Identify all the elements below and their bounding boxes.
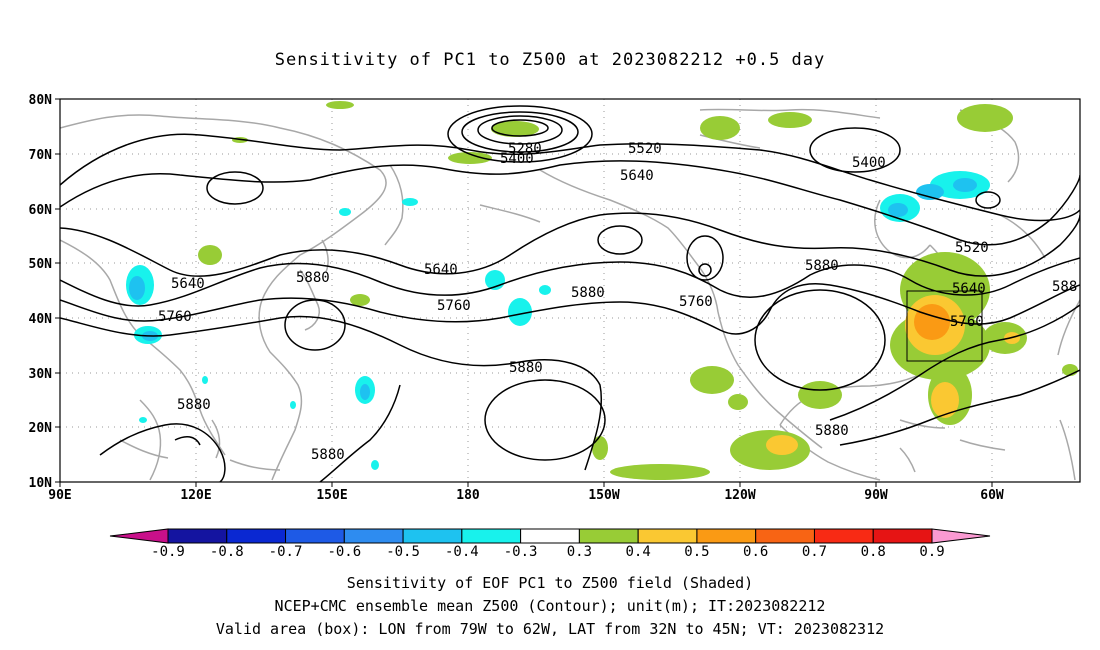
contour-label: 5400 (852, 155, 886, 171)
colorbar-swatch (813, 528, 874, 544)
shading-positive-high (914, 304, 950, 340)
colorbar-label: -0.3 (504, 544, 538, 560)
plot-title: Sensitivity of PC1 to Z500 at 2023082212… (274, 50, 826, 70)
colorbar-swatch (461, 528, 522, 544)
contour-label: 5520 (955, 240, 989, 256)
contour-label: 588 (1052, 279, 1077, 295)
contour-label: 5640 (424, 262, 458, 278)
colorbar-swatch (226, 528, 287, 544)
colorbar-swatch (872, 528, 933, 544)
colorbar-label: 0.5 (684, 544, 709, 560)
valid-area-box (906, 290, 983, 362)
lon-label: 90E (48, 488, 71, 503)
lon-label: 120W (724, 488, 755, 503)
shading-negative-mid (129, 178, 977, 400)
lon-label: 120E (180, 488, 211, 503)
lat-label: 10N (29, 476, 53, 491)
colorbar-swatch (167, 528, 228, 544)
colorbar-swatch (755, 528, 815, 544)
caption-shading: Sensitivity of EOF PC1 to Z500 field (Sh… (346, 574, 754, 592)
colorbar-extend-high (931, 528, 991, 544)
lat-label: 30N (29, 367, 53, 382)
contour-label: 5880 (509, 360, 543, 376)
contour-label: 5880 (805, 258, 839, 274)
longitude-labels: 90E 120E 150E 180 150W 120W 90W 60W (48, 488, 1004, 503)
z500-contours (60, 105, 1080, 482)
contour-label: 5880 (177, 397, 211, 413)
colorbar-swatch (520, 528, 580, 544)
contour-label: 5640 (171, 276, 205, 292)
map-border (59, 98, 1081, 483)
lon-label: 150W (588, 488, 619, 503)
contour-label: 5760 (158, 309, 192, 325)
contour-label: 5280 (508, 141, 542, 157)
lon-label: 60W (980, 488, 1004, 503)
contour-label: 5400 (500, 151, 534, 167)
contour-label: 5640 (620, 168, 654, 184)
colorbar-swatch (402, 528, 463, 544)
contour-label: 5760 (950, 314, 984, 330)
colorbar-swatch (578, 528, 639, 544)
colorbar-label: 0.4 (626, 544, 651, 560)
contour-label: 5640 (952, 281, 986, 297)
axis-ticks (55, 98, 993, 487)
lat-label: 70N (29, 148, 53, 163)
lon-label: 180 (456, 488, 480, 503)
colorbar-label: -0.7 (269, 544, 303, 560)
colorbar-label: -0.8 (210, 544, 244, 560)
colorbar-label: 0.3 (567, 544, 592, 560)
contour-label: 5880 (311, 447, 345, 463)
contour-label: 5880 (815, 423, 849, 439)
colorbar: -0.9 -0.8 -0.7 -0.6 -0.5 -0.4 -0.3 0.3 0.4 0.5 0.6… (109, 528, 991, 560)
lon-label: 90W (864, 488, 888, 503)
lat-label: 80N (29, 93, 53, 108)
colorbar-extend-low (109, 528, 169, 544)
colorbar-label: -0.9 (151, 544, 185, 560)
caption-valid-area: Valid area (box): LON from 79W to 62W, L… (215, 620, 885, 638)
lat-label: 40N (29, 312, 53, 327)
contour-label: 5760 (437, 298, 471, 314)
latitude-labels: 80N 70N 60N 50N 40N 30N 20N 10N (29, 93, 53, 491)
contour-label: 5520 (628, 141, 662, 157)
colorbar-label: 0.8 (861, 544, 886, 560)
colorbar-label: 0.6 (743, 544, 768, 560)
lat-label: 50N (29, 257, 53, 272)
contour-label: 5760 (679, 294, 713, 310)
colorbar-label: -0.5 (386, 544, 420, 560)
lon-label: 150E (316, 488, 347, 503)
lat-label: 60N (29, 203, 53, 218)
contour-label: 5880 (571, 285, 605, 301)
lat-label: 20N (29, 421, 53, 436)
colorbar-label: 0.7 (802, 544, 827, 560)
colorbar-label: 0.9 (919, 544, 944, 560)
colorbar-label: -0.4 (445, 544, 479, 560)
contour-label: 5880 (296, 270, 330, 286)
colorbar-label: -0.6 (327, 544, 361, 560)
caption-contour: NCEP+CMC ensemble mean Z500 (Contour); u… (274, 597, 826, 615)
colorbar-swatch (696, 528, 757, 544)
contour-labels: 5280 5400 5520 5640 5400 5640 5760 5880 … (158, 141, 1077, 463)
colorbar-swatch (343, 528, 404, 544)
colorbar-swatch (637, 528, 698, 544)
colorbar-swatch (285, 528, 345, 544)
